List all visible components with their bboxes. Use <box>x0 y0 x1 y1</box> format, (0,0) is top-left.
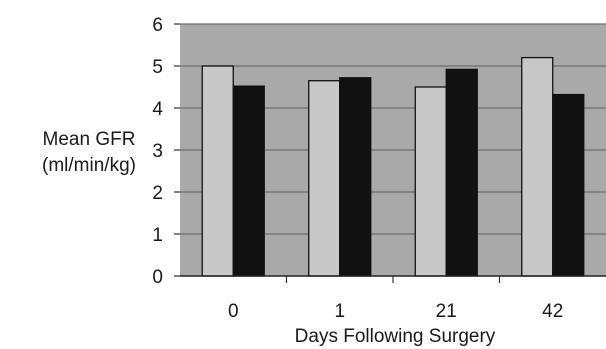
y-tick-label: 5 <box>152 57 163 78</box>
y-axis-title-line-2: (ml/min/kg) <box>42 155 136 176</box>
y-axis-title-line-1: Mean GFR <box>43 129 136 150</box>
x-tick-label: 21 <box>436 301 457 322</box>
bar-series-2-day-1 <box>339 77 372 277</box>
y-tick-label: 1 <box>152 225 163 246</box>
y-tick-label: 2 <box>152 183 163 204</box>
y-tick-label: 0 <box>152 267 163 288</box>
x-tick-label: 0 <box>228 301 239 322</box>
y-axis-ticks: 0 1 2 3 4 5 6 <box>152 15 180 288</box>
bar-series-1-day-0 <box>201 65 234 277</box>
bars <box>201 56 585 277</box>
x-tick-label: 42 <box>542 301 563 322</box>
bar-series-2-day-0 <box>232 85 265 277</box>
y-tick-label: 6 <box>152 15 163 36</box>
x-axis-ticks: 0 1 21 42 <box>228 276 563 322</box>
bar-series-2-day-21 <box>445 68 478 277</box>
y-tick-label: 4 <box>152 99 163 120</box>
bar-series-1-day-42 <box>521 56 554 277</box>
bar-series-1-day-21 <box>414 86 447 277</box>
y-tick-label: 3 <box>152 141 163 162</box>
bar-series-2-day-42 <box>552 93 585 277</box>
x-tick-label: 1 <box>334 301 345 322</box>
bar-series-1-day-1 <box>308 80 341 277</box>
x-axis-title: Days Following Surgery <box>295 326 496 347</box>
